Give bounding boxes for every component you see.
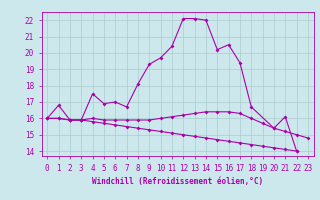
X-axis label: Windchill (Refroidissement éolien,°C): Windchill (Refroidissement éolien,°C) xyxy=(92,177,263,186)
